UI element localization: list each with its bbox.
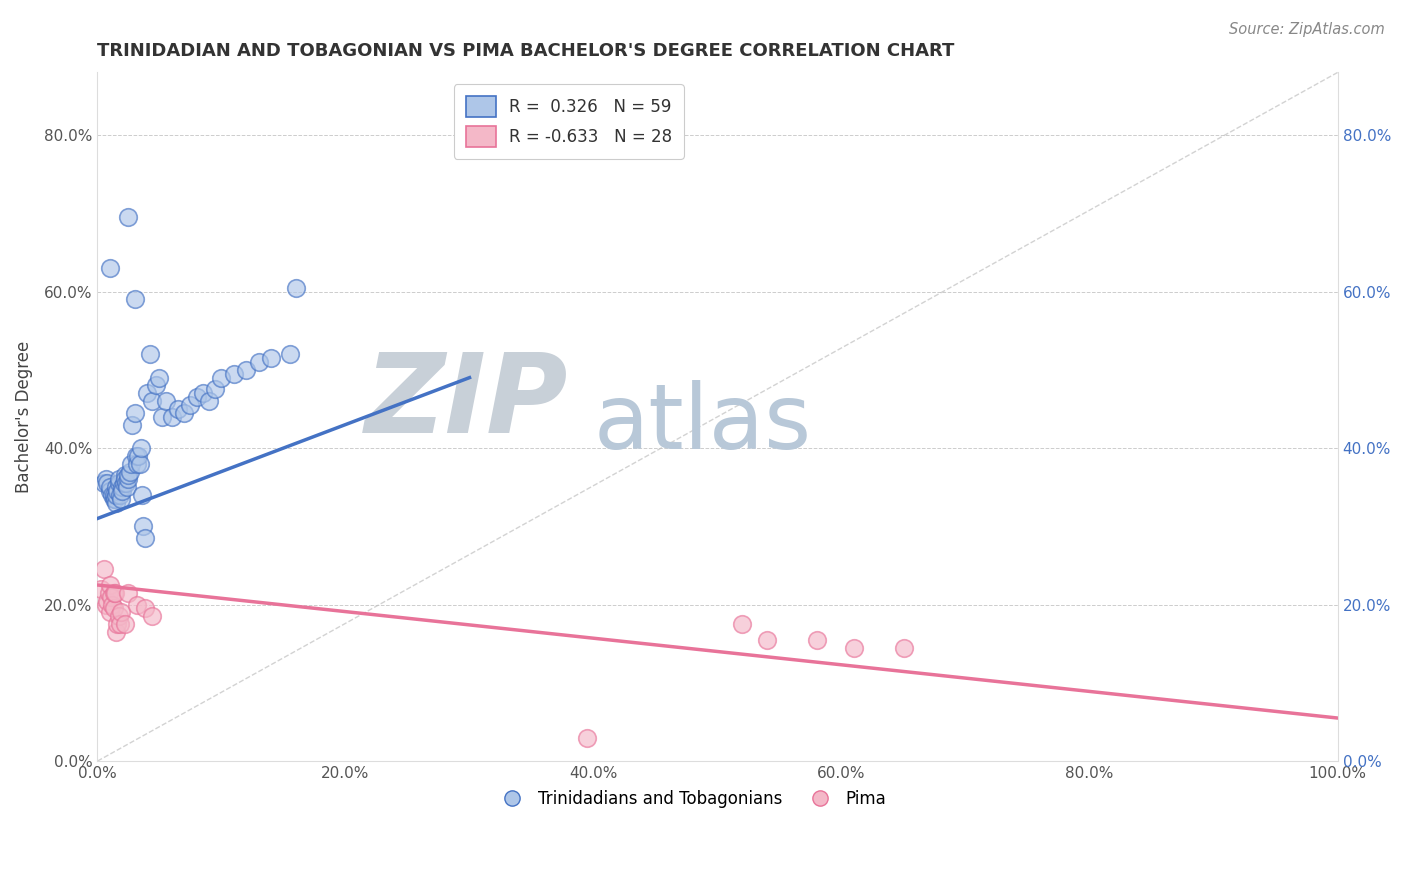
- Point: [284, 280, 307, 294]
- Point: [222, 367, 245, 381]
- Point: [117, 210, 139, 224]
- Point: [150, 409, 173, 424]
- Point: [117, 472, 139, 486]
- Point: [235, 363, 257, 377]
- Point: [93, 562, 115, 576]
- Point: [108, 617, 131, 632]
- Text: atlas: atlas: [593, 380, 811, 467]
- Point: [173, 406, 195, 420]
- Point: [112, 476, 135, 491]
- Point: [96, 598, 118, 612]
- Point: [141, 394, 163, 409]
- Point: [115, 476, 138, 491]
- Point: [128, 457, 150, 471]
- Point: [278, 347, 301, 361]
- Point: [756, 632, 779, 647]
- Point: [97, 586, 120, 600]
- Point: [110, 606, 132, 620]
- Point: [96, 472, 118, 486]
- Point: [211, 370, 233, 384]
- Point: [103, 586, 125, 600]
- Point: [98, 484, 121, 499]
- Y-axis label: Bachelor's Degree: Bachelor's Degree: [15, 341, 32, 493]
- Point: [131, 488, 153, 502]
- Point: [124, 406, 146, 420]
- Point: [105, 484, 128, 499]
- Point: [247, 355, 270, 369]
- Point: [105, 488, 128, 502]
- Point: [842, 640, 865, 655]
- Point: [115, 480, 138, 494]
- Point: [134, 601, 156, 615]
- Point: [100, 590, 122, 604]
- Point: [101, 598, 124, 612]
- Point: [155, 394, 177, 409]
- Point: [114, 472, 136, 486]
- Point: [104, 586, 127, 600]
- Point: [96, 476, 118, 491]
- Point: [120, 457, 142, 471]
- Point: [98, 578, 121, 592]
- Point: [117, 468, 139, 483]
- Point: [121, 417, 143, 432]
- Point: [117, 586, 139, 600]
- Point: [105, 480, 128, 494]
- Point: [893, 640, 915, 655]
- Point: [127, 457, 149, 471]
- Legend: Trinidadians and Tobagonians, Pima: Trinidadians and Tobagonians, Pima: [492, 783, 893, 814]
- Point: [103, 491, 125, 506]
- Point: [125, 449, 148, 463]
- Text: TRINIDADIAN AND TOBAGONIAN VS PIMA BACHELOR'S DEGREE CORRELATION CHART: TRINIDADIAN AND TOBAGONIAN VS PIMA BACHE…: [97, 42, 955, 60]
- Point: [104, 491, 127, 506]
- Point: [576, 731, 599, 745]
- Point: [108, 488, 131, 502]
- Point: [127, 598, 149, 612]
- Point: [127, 449, 149, 463]
- Point: [148, 370, 170, 384]
- Point: [98, 606, 121, 620]
- Point: [107, 472, 129, 486]
- Point: [204, 383, 226, 397]
- Point: [107, 609, 129, 624]
- Point: [98, 261, 121, 276]
- Text: ZIP: ZIP: [366, 350, 569, 457]
- Point: [103, 601, 125, 615]
- Point: [806, 632, 828, 647]
- Point: [186, 390, 208, 404]
- Text: Source: ZipAtlas.com: Source: ZipAtlas.com: [1229, 22, 1385, 37]
- Point: [132, 519, 155, 533]
- Point: [103, 488, 125, 502]
- Point: [731, 617, 754, 632]
- Point: [90, 582, 112, 596]
- Point: [105, 617, 128, 632]
- Point: [110, 491, 132, 506]
- Point: [111, 484, 134, 499]
- Point: [93, 476, 115, 491]
- Point: [107, 476, 129, 491]
- Point: [141, 609, 163, 624]
- Point: [136, 386, 159, 401]
- Point: [111, 480, 134, 494]
- Point: [191, 386, 214, 401]
- Point: [260, 351, 283, 365]
- Point: [129, 441, 152, 455]
- Point: [167, 401, 190, 416]
- Point: [160, 409, 183, 424]
- Point: [118, 465, 141, 479]
- Point: [124, 293, 146, 307]
- Point: [198, 394, 221, 409]
- Point: [134, 531, 156, 545]
- Point: [101, 488, 124, 502]
- Point: [96, 593, 118, 607]
- Point: [105, 496, 128, 510]
- Point: [179, 398, 201, 412]
- Point: [105, 624, 128, 639]
- Point: [138, 347, 160, 361]
- Point: [98, 480, 121, 494]
- Point: [114, 468, 136, 483]
- Point: [145, 378, 167, 392]
- Point: [114, 617, 136, 632]
